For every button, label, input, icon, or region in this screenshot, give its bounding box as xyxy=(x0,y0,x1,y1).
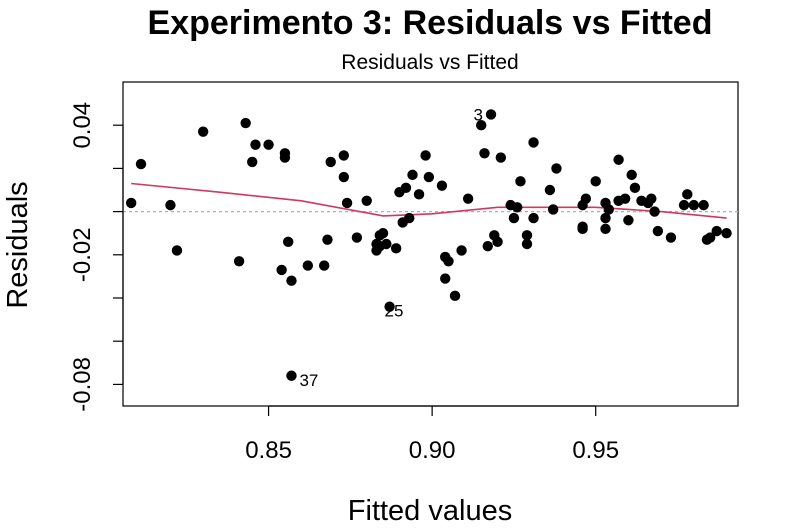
data-point xyxy=(456,245,467,256)
data-point xyxy=(436,180,448,191)
data-point xyxy=(521,238,533,250)
data-point xyxy=(263,139,274,150)
data-point xyxy=(698,199,709,211)
data-point xyxy=(479,148,490,159)
data-point xyxy=(377,228,389,239)
data-point xyxy=(407,169,418,181)
x-tick-label: 0.85 xyxy=(245,437,292,464)
data-point xyxy=(125,197,137,209)
data-point xyxy=(485,109,497,120)
data-point xyxy=(613,154,624,165)
data-point xyxy=(600,212,611,224)
data-point xyxy=(528,137,539,148)
data-point xyxy=(322,234,333,245)
data-point xyxy=(390,243,402,254)
data-point xyxy=(511,202,523,213)
data-point xyxy=(318,260,330,271)
data-point xyxy=(361,195,372,206)
point-label: 3 xyxy=(474,105,483,124)
data-point xyxy=(528,212,539,224)
data-point xyxy=(476,120,487,131)
data-point xyxy=(462,193,474,204)
data-point xyxy=(171,245,183,256)
data-point xyxy=(580,193,592,204)
data-point xyxy=(600,223,611,235)
x-tick-label: 0.90 xyxy=(409,437,456,464)
data-point xyxy=(721,228,732,239)
data-point xyxy=(495,152,507,163)
data-point xyxy=(482,240,493,252)
data-point xyxy=(603,204,614,215)
data-point xyxy=(652,225,664,237)
x-tick-label: 0.95 xyxy=(572,437,619,464)
data-point xyxy=(240,117,251,129)
y-axis-label: Residuals xyxy=(2,181,34,308)
data-point xyxy=(623,215,634,226)
data-point xyxy=(233,256,245,267)
data-point xyxy=(629,182,641,194)
data-point xyxy=(384,301,395,312)
data-point xyxy=(443,256,454,267)
y-tick-label: -0.02 xyxy=(69,227,96,282)
x-axis-label: Fitted values xyxy=(348,495,512,527)
data-point xyxy=(286,275,297,286)
data-point xyxy=(338,150,350,161)
y-tick-label: -0.08 xyxy=(69,357,96,412)
data-point xyxy=(551,163,562,174)
data-point xyxy=(449,290,461,302)
data-point xyxy=(381,238,392,250)
data-point xyxy=(440,273,451,284)
data-point xyxy=(508,212,520,224)
data-point xyxy=(423,171,435,183)
smooth-trend-line xyxy=(131,182,727,219)
data-point xyxy=(646,193,657,204)
data-point xyxy=(420,150,431,161)
data-point xyxy=(577,223,588,235)
data-point xyxy=(135,158,147,170)
data-point xyxy=(544,184,556,196)
point-label: 25 xyxy=(385,302,404,321)
data-point xyxy=(619,193,631,204)
data-point xyxy=(279,148,291,159)
data-point xyxy=(413,189,425,200)
data-point xyxy=(665,232,677,243)
data-point xyxy=(282,236,294,248)
data-point xyxy=(626,169,637,181)
data-point xyxy=(590,176,601,187)
data-point xyxy=(704,232,716,243)
data-point xyxy=(341,197,353,209)
chart-subtitle: Residuals vs Fitted xyxy=(341,51,518,74)
data-point xyxy=(286,370,297,381)
data-point xyxy=(250,139,261,150)
plot-frame xyxy=(122,81,739,407)
data-point xyxy=(247,156,258,168)
data-point xyxy=(688,199,700,211)
y-tick-label: 0.04 xyxy=(69,102,96,149)
data-point xyxy=(521,230,533,241)
data-point xyxy=(515,176,526,187)
data-point xyxy=(404,212,415,224)
data-point xyxy=(682,189,693,200)
data-point xyxy=(678,199,690,211)
data-point xyxy=(338,171,350,183)
data-point xyxy=(492,236,503,248)
data-point xyxy=(711,225,722,237)
data-point xyxy=(325,156,336,168)
data-point xyxy=(649,206,660,217)
data-point xyxy=(197,126,209,137)
data-point xyxy=(276,264,287,276)
data-point xyxy=(400,182,412,194)
data-point xyxy=(302,260,314,271)
data-point xyxy=(351,232,363,243)
chart-title: Experimento 3: Residuals vs Fitted xyxy=(148,4,713,42)
data-point xyxy=(165,199,176,211)
point-label: 37 xyxy=(299,371,318,390)
data-point xyxy=(547,204,559,215)
